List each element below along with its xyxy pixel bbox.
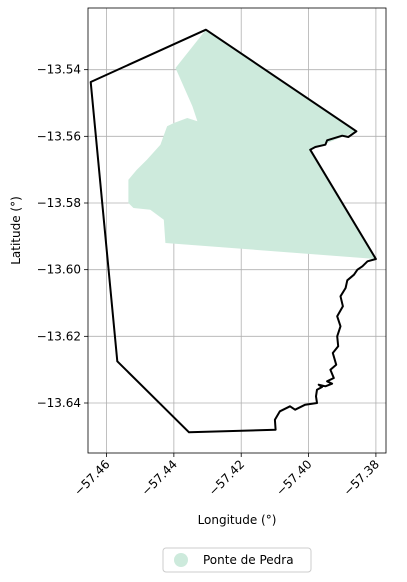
legend-label-ponte-de-pedra: Ponte de Pedra xyxy=(203,553,294,567)
x-tick-label: −57.44 xyxy=(139,457,180,498)
region-ponte-de-pedra xyxy=(128,29,376,260)
plot-frame xyxy=(87,7,387,454)
x-tick-label: −57.38 xyxy=(341,457,382,498)
x-axis-label: Longitude (°) xyxy=(198,513,277,527)
y-tick-label: −13.58 xyxy=(37,196,81,210)
y-tick-label: −13.64 xyxy=(37,396,81,410)
x-tick-label: −57.42 xyxy=(206,457,247,498)
y-axis: −13.54 −13.56 −13.58 −13.60 −13.62 −13.64 xyxy=(37,63,88,410)
legend: Ponte de Pedra xyxy=(162,547,312,573)
x-tick-label: −57.46 xyxy=(71,457,112,498)
y-axis-label: Latitude (°) xyxy=(9,196,23,265)
x-tick-label: −57.40 xyxy=(273,457,314,498)
y-tick-label: −13.54 xyxy=(37,63,81,77)
boundary-outline xyxy=(89,28,377,434)
legend-box xyxy=(162,547,312,573)
y-tick-label: −13.60 xyxy=(37,263,81,277)
y-tick-label: −13.62 xyxy=(37,329,81,343)
y-tick-label: −13.56 xyxy=(37,129,81,143)
x-axis: −57.46 −57.44 −57.42 −57.40 −57.38 xyxy=(71,453,382,499)
legend-marker-ponte-de-pedra xyxy=(174,553,188,567)
